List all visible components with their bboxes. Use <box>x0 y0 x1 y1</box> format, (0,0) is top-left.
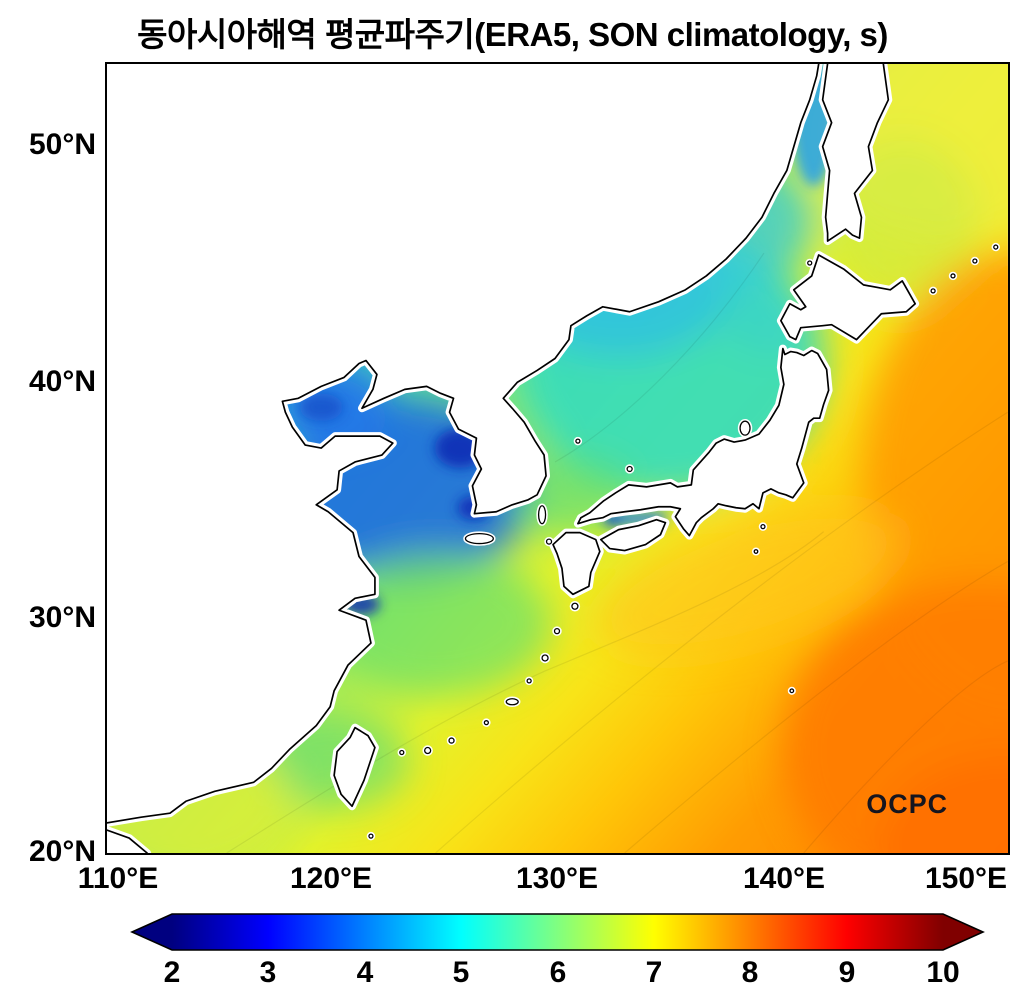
map-canvas: OCPC <box>107 64 1008 853</box>
y-tick-40n: 40°N <box>28 365 96 398</box>
y-tick-20n: 20°N <box>28 835 96 868</box>
cb-tick-9: 9 <box>838 956 856 989</box>
cb-tick-4: 4 <box>356 956 374 989</box>
ocpc-logo: OCPC <box>866 789 948 819</box>
x-tick-110e: 110°E <box>77 862 159 895</box>
y-tick-30n: 30°N <box>28 601 96 634</box>
cb-tick-7: 7 <box>645 956 663 989</box>
colorbar-gradient <box>130 913 985 951</box>
x-tick-130e: 130°E <box>515 862 599 895</box>
x-tick-120e: 120°E <box>289 862 373 895</box>
y-tick-50n: 50°N <box>28 128 96 161</box>
cb-tick-5: 5 <box>452 956 470 989</box>
cb-tick-8: 8 <box>741 956 759 989</box>
cb-tick-3: 3 <box>259 956 277 989</box>
chart-title: 동아시아해역 평균파주기(ERA5, SON climatology, s) <box>137 16 888 53</box>
x-tick-150e: 150°E <box>924 862 1008 895</box>
cb-tick-10: 10 <box>926 956 960 989</box>
cb-tick-2: 2 <box>163 956 181 989</box>
cb-tick-6: 6 <box>549 956 567 989</box>
contour-lines <box>226 252 1008 853</box>
colorbar <box>130 913 985 951</box>
plot-area: OCPC <box>105 62 1010 855</box>
x-tick-140e: 140°E <box>742 862 826 895</box>
